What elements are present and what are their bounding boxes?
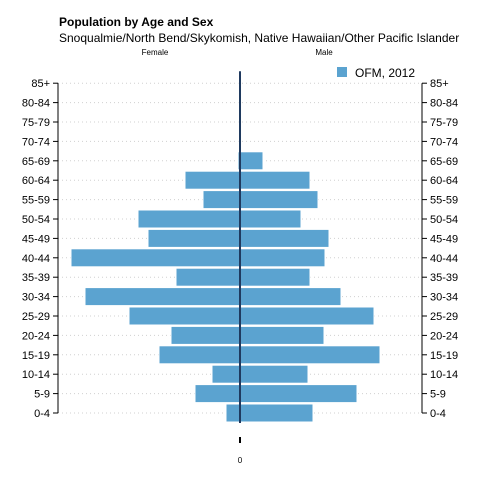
female-bar (202, 190, 241, 210)
right-tick-label: 80-84 (430, 98, 458, 110)
male-bar (239, 228, 330, 248)
female-bar (158, 345, 241, 365)
right-tick-label: 40-44 (430, 253, 458, 265)
left-tick-label: 65-69 (22, 156, 50, 168)
male-bar (239, 345, 381, 365)
male-bar (239, 325, 325, 345)
right-tick-label: 30-34 (430, 292, 458, 304)
chart-title: Population by Age and Sex (59, 15, 214, 29)
female-bar (147, 228, 241, 248)
male-bar (239, 209, 302, 229)
right-tick-label: 50-54 (430, 214, 458, 226)
male-bar (239, 384, 358, 404)
left-tick-label: 0-4 (34, 408, 50, 420)
female-bar (128, 306, 241, 326)
male-bar (239, 403, 314, 423)
left-tick-label: 25-29 (22, 311, 50, 323)
right-tick-label: 85+ (430, 78, 449, 90)
right-tick-label: 0-4 (430, 408, 446, 420)
female-bar (225, 403, 241, 423)
bars (70, 73, 381, 423)
left-tick-label: 85+ (31, 78, 50, 90)
male-bar (239, 364, 309, 384)
female-bar (184, 170, 241, 190)
male-bar (239, 170, 311, 190)
right-tick-label: 35-39 (430, 272, 458, 284)
left-tick-label: 70-74 (22, 136, 50, 148)
male-label: Male (315, 48, 333, 57)
male-bar (239, 306, 375, 326)
left-tick-label: 45-49 (22, 233, 50, 245)
left-tick-label: 5-9 (34, 389, 50, 401)
female-bar (211, 364, 241, 384)
male-bar (239, 151, 264, 171)
legend: OFM, 2012 (337, 66, 415, 80)
female-bar (70, 248, 241, 268)
left-tick-label: 40-44 (22, 253, 50, 265)
right-tick-label: 10-14 (430, 369, 458, 381)
right-tick-label: 65-69 (430, 156, 458, 168)
female-bar (194, 384, 241, 404)
left-tick-label: 50-54 (22, 214, 50, 226)
zero-tick-label: 0 (238, 456, 243, 465)
legend-swatch (337, 67, 347, 77)
left-tick-label: 80-84 (22, 98, 50, 110)
right-tick-label: 15-19 (430, 350, 458, 362)
right-tick-label: 70-74 (430, 136, 458, 148)
chart-subtitle: Snoqualmie/North Bend/Skykomish, Native … (59, 31, 459, 45)
left-tick-label: 30-34 (22, 292, 50, 304)
legend-label: OFM, 2012 (355, 66, 415, 80)
female-label: Female (142, 48, 169, 57)
right-tick-label: 55-59 (430, 195, 458, 207)
left-tick-label: 20-24 (22, 330, 50, 342)
right-tick-label: 5-9 (430, 389, 446, 401)
left-tick-label: 10-14 (22, 369, 50, 381)
left-tick-label: 35-39 (22, 272, 50, 284)
right-tick-label: 20-24 (430, 330, 458, 342)
left-tick-label: 15-19 (22, 350, 50, 362)
left-axis: 0-4 5-9 10-14 15-19 20-24 25-29 30-34 35-39 40-4… (22, 78, 59, 420)
male-bar (239, 190, 319, 210)
right-tick-label: 25-29 (430, 311, 458, 323)
right-tick-label: 45-49 (430, 233, 458, 245)
right-tick-label: 75-79 (430, 117, 458, 129)
male-bar (239, 287, 342, 307)
female-bar (170, 325, 241, 345)
right-axis: 0-4 5-9 10-14 15-19 20-24 25-29 30-34 35-39 40-4… (421, 78, 458, 420)
female-bar (84, 287, 241, 307)
left-tick-label: 75-79 (22, 117, 50, 129)
left-tick-label: 60-64 (22, 175, 50, 187)
left-tick-label: 55-59 (22, 195, 50, 207)
male-bar (239, 248, 326, 268)
male-bar (239, 267, 311, 287)
female-bar (175, 267, 241, 287)
right-tick-label: 60-64 (430, 175, 458, 187)
female-bar (137, 209, 241, 229)
